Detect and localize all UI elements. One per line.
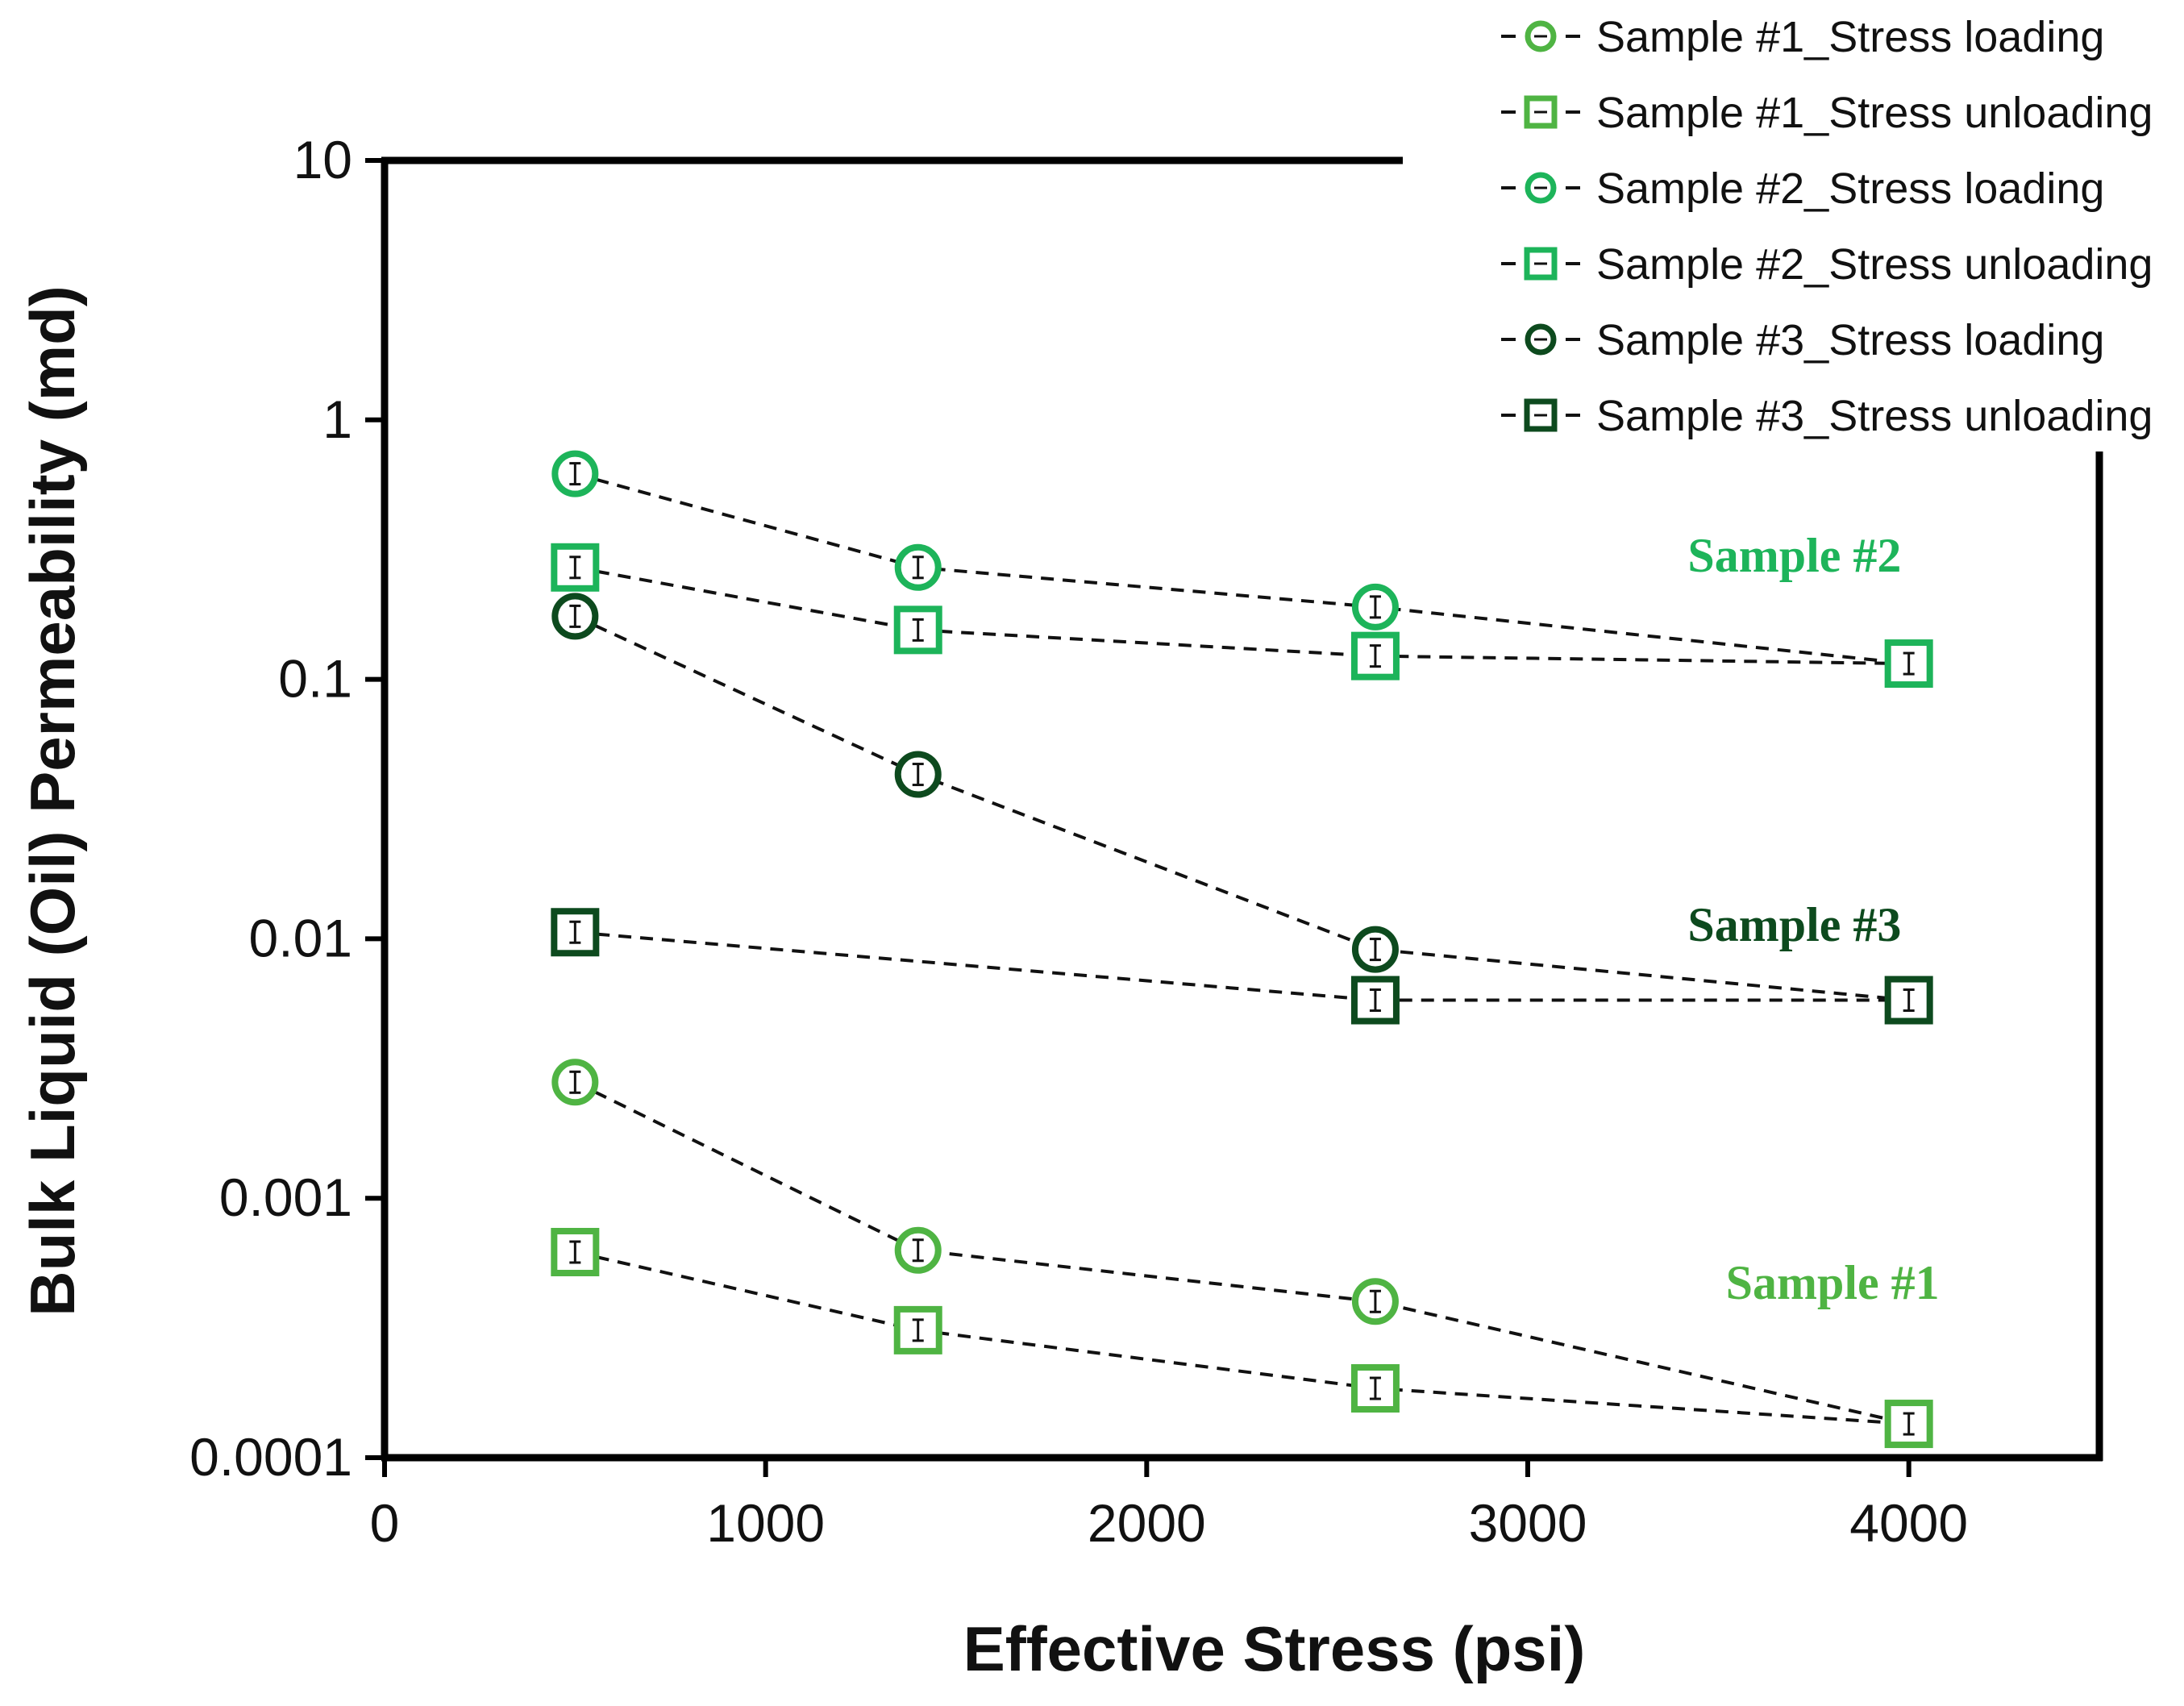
y-axis-title: Bulk Liquid (Oil) Permeability (md) xyxy=(17,285,88,1316)
data-point-s1-p1 xyxy=(551,1059,599,1106)
annotations: Sample #2 Sample #3 Sample #1 xyxy=(1687,529,1939,1309)
annotation-label: Sample #2 xyxy=(1687,529,1901,582)
legend-item: Sample #2_Stress unloading xyxy=(1501,240,2153,289)
data-point-s4-p2 xyxy=(893,605,942,655)
y-tick-label: 0.001 xyxy=(219,1167,352,1227)
x-tick-label: 4000 xyxy=(1849,1493,1968,1553)
legend-marker-square xyxy=(1524,398,1558,432)
x-tick-label: 2000 xyxy=(1088,1493,1206,1553)
y-tick-label: 0.1 xyxy=(278,649,352,709)
legend-item: Sample #2_Stress loading xyxy=(1501,164,2104,213)
data-point-s6-p3 xyxy=(1884,976,1933,1025)
x-tick-label: 1000 xyxy=(706,1493,825,1553)
series-line-3 xyxy=(574,472,1909,666)
legend-label: Sample #1_Stress unloading xyxy=(1596,89,2153,137)
data-point-s6-p1 xyxy=(551,908,600,957)
data-point-s2-p1 xyxy=(551,1228,600,1277)
data-point-s2-p2 xyxy=(893,1305,942,1354)
legend-item: Sample #1_Stress loading xyxy=(1501,13,2104,61)
axes: 0.0001 0.001 0.01 0.1 1 10 0 1000 2000 3000 4000 Ef… xyxy=(17,130,2103,1684)
legend: Sample #1_Stress loading Sample #1_Stress… xyxy=(1501,13,2153,440)
data-point-s1-p2 xyxy=(894,1226,942,1274)
series-line-5 xyxy=(574,614,1909,1002)
x-tick-label: 0 xyxy=(370,1493,400,1553)
y-tick-label: 0.0001 xyxy=(189,1427,352,1487)
legend-label: Sample #1_Stress loading xyxy=(1596,13,2104,61)
legend-label: Sample #2_Stress loading xyxy=(1596,164,2104,213)
x-axis-title: Effective Stress (psi) xyxy=(963,1613,1586,1684)
data-point-s3-p2 xyxy=(894,543,942,591)
data-point-s5-p2 xyxy=(894,751,942,798)
data-point-s3-p1 xyxy=(551,450,599,497)
annotation-label: Sample #1 xyxy=(1726,1256,1940,1309)
data-point-s4-p1 xyxy=(551,543,600,592)
data-point-s1-p3 xyxy=(1351,1278,1399,1325)
series-line-6 xyxy=(575,930,1909,1002)
data-point-s6-p2 xyxy=(1350,976,1400,1025)
x-tick-label: 3000 xyxy=(1469,1493,1587,1553)
marker-square xyxy=(1884,976,1933,1025)
data-point-s4-p3 xyxy=(1350,631,1400,680)
marker-square xyxy=(893,1305,942,1354)
legend-label: Sample #3_Stress loading xyxy=(1596,316,2104,364)
y-tick-label: 0.01 xyxy=(249,908,352,967)
legend-item: Sample #3_Stress loading xyxy=(1501,316,2104,364)
data-point-s5-p1 xyxy=(551,593,599,640)
legend-label: Sample #3_Stress unloading xyxy=(1596,392,2153,440)
data-point-s3-p3 xyxy=(1351,583,1399,630)
series-line-1 xyxy=(574,1080,1910,1426)
data-point-s2-p3 xyxy=(1350,1364,1400,1413)
y-tick-label: 10 xyxy=(293,130,352,189)
legend-item: Sample #1_Stress unloading xyxy=(1501,89,2153,137)
annotation-label: Sample #3 xyxy=(1687,898,1901,951)
series-lines xyxy=(574,472,1910,1426)
series-line-4 xyxy=(574,565,1909,666)
legend-label: Sample #2_Stress unloading xyxy=(1596,240,2153,289)
series-line-2 xyxy=(574,1250,1909,1426)
data-markers xyxy=(551,450,1933,1449)
y-tick-label: 1 xyxy=(322,389,352,449)
data-point-s4-p4 xyxy=(1884,639,1933,689)
data-point-s5-p3 xyxy=(1351,926,1399,973)
data-point-s2-p4 xyxy=(1884,1400,1933,1449)
legend-item: Sample #3_Stress unloading xyxy=(1501,392,2153,440)
